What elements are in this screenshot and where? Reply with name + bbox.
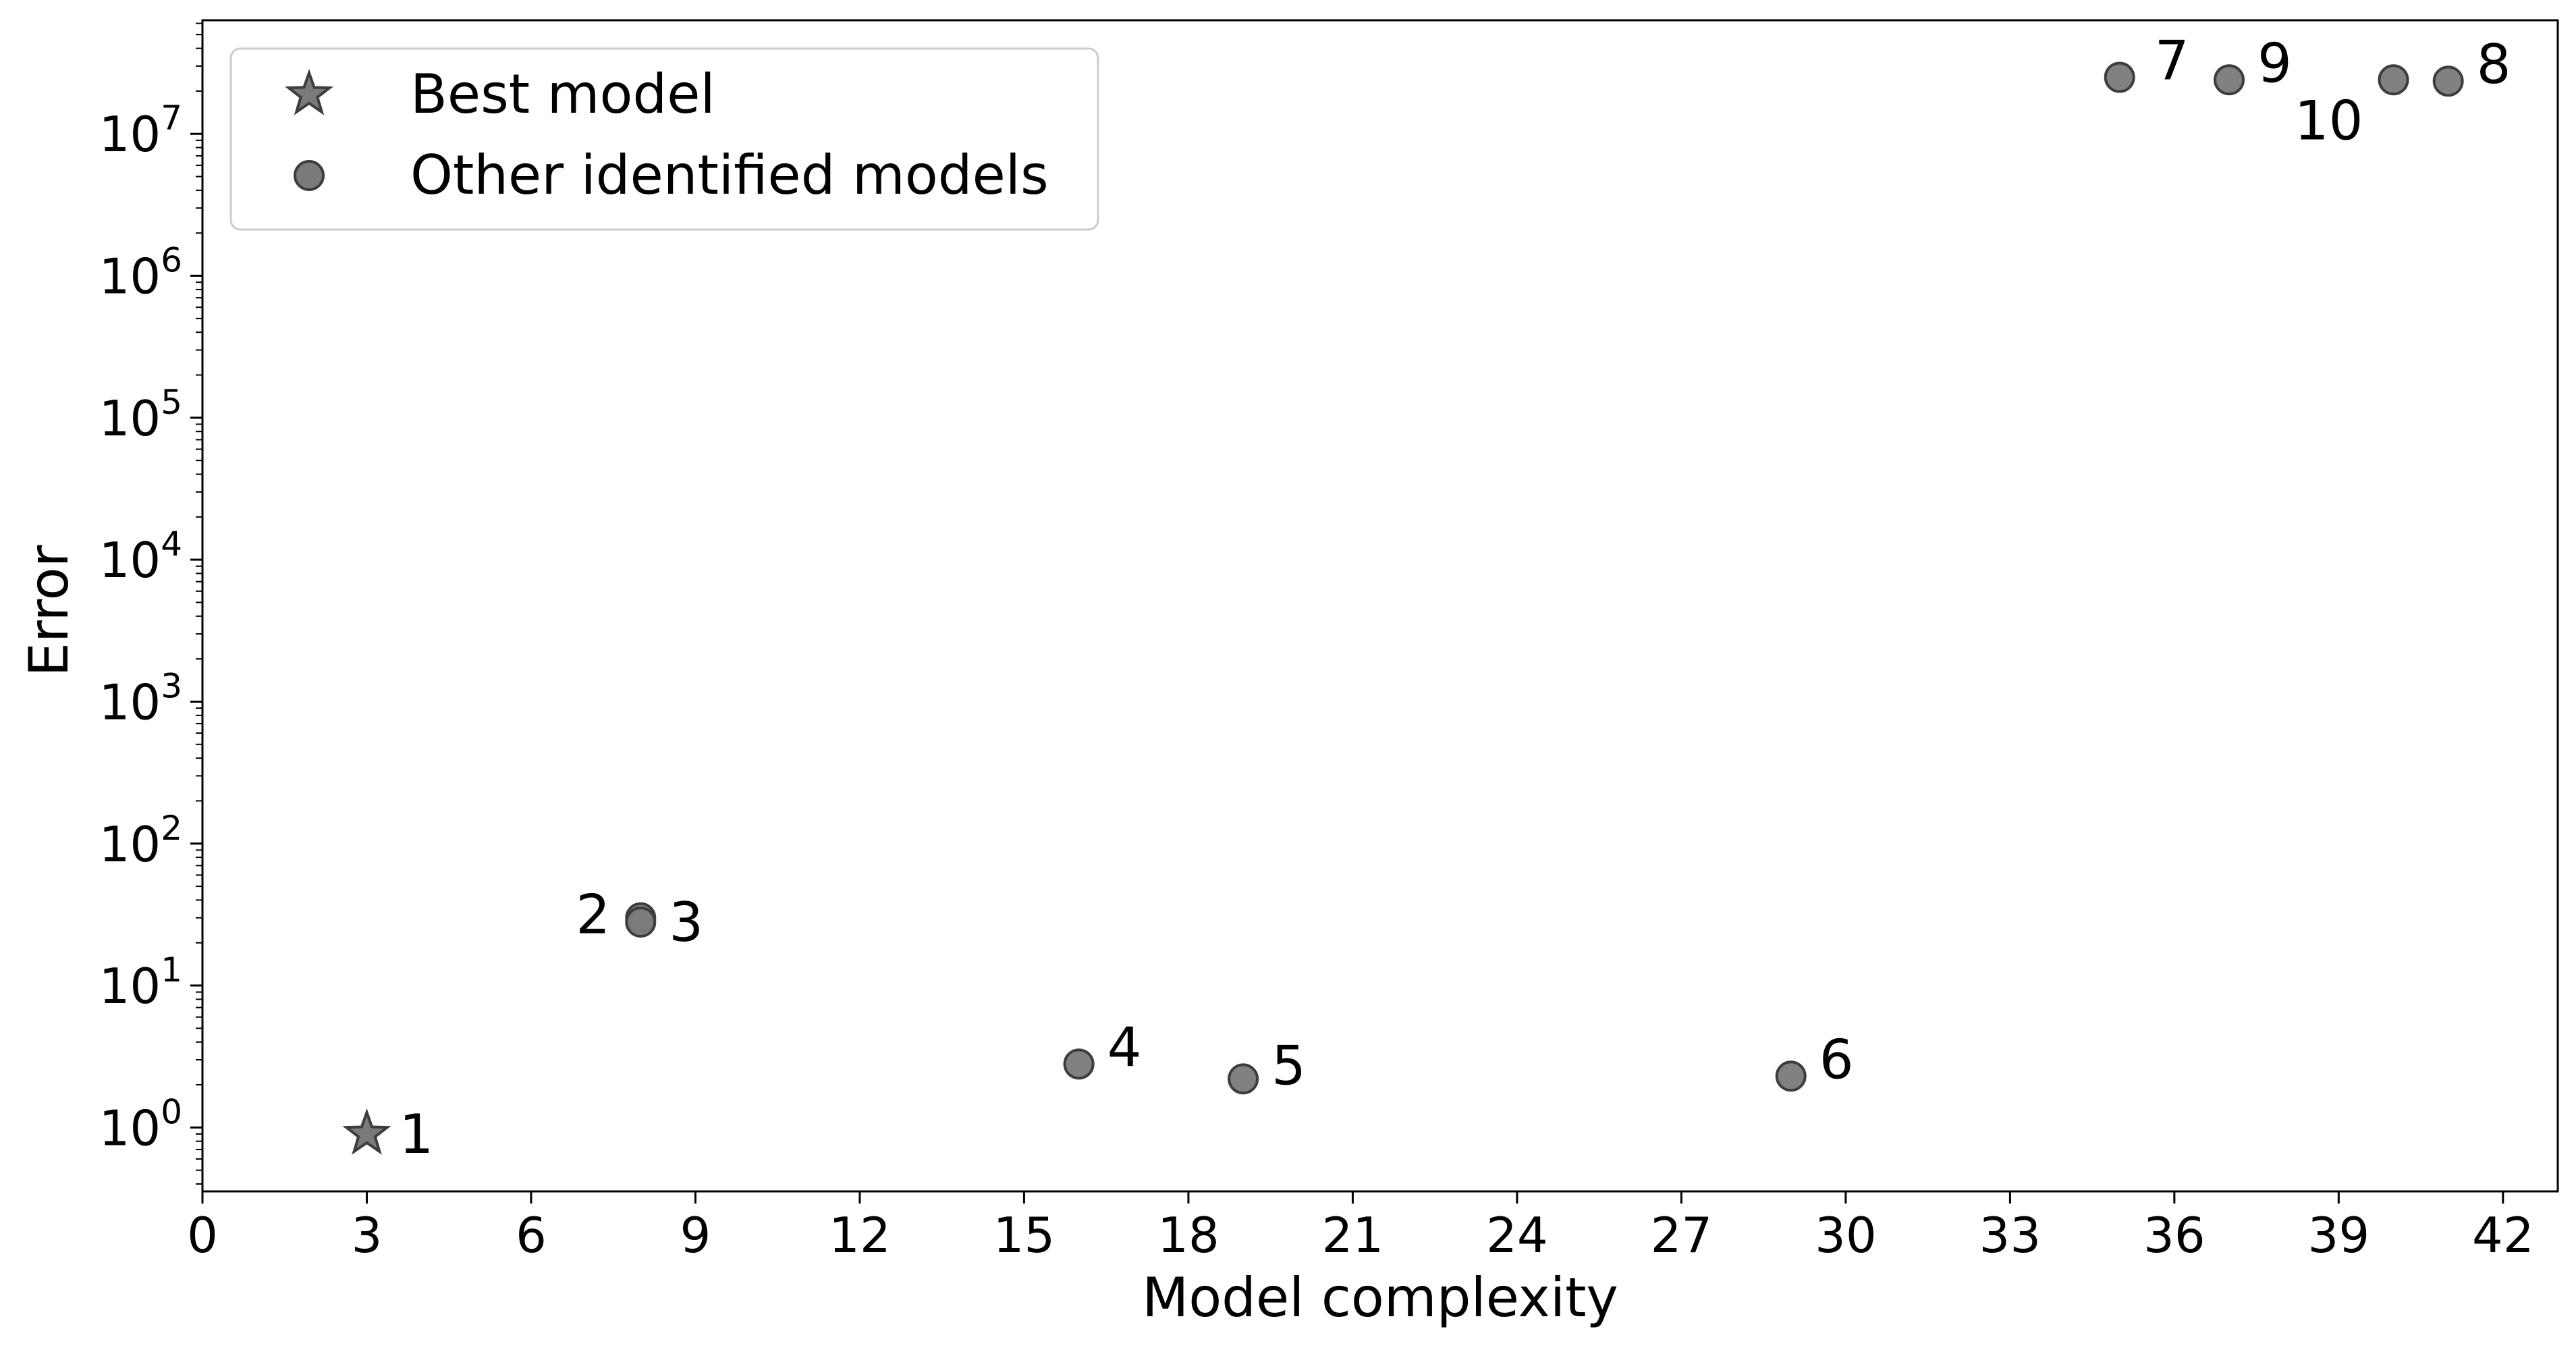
x-tick-label: 18 [1157,1207,1220,1264]
point-label: 10 [2295,89,2363,152]
legend-items [284,68,334,191]
y-tick-label: 102 [99,809,182,873]
y-tick-label: 103 [99,666,182,730]
plot-frame [201,19,2559,1193]
legend-label-best-model: Best model [410,63,715,126]
x-tick-label: 0 [187,1207,218,1264]
y-tick-label: 104 [99,524,182,589]
legend-box [229,47,1099,231]
x-tick-label: 36 [2143,1207,2205,1264]
y-axis: 100 101 102 103 104 105 106 107 [99,99,202,1156]
x-tick-label: 9 [680,1207,711,1264]
point-label: 5 [1271,1034,1306,1097]
circle-marker [1775,1060,1807,1092]
circle-marker [2432,65,2464,97]
minor-ticks [196,22,202,1185]
legend-star-marker [284,68,334,115]
point-label: 4 [1107,1016,1142,1079]
legend-label-other-models: Other identified models [410,144,1049,207]
x-tick-label: 42 [2472,1207,2534,1264]
legend-circle-marker [294,160,325,191]
x-tick-label: 39 [2308,1207,2370,1264]
x-axis: 0 3 6 9 12 15 18 21 24 27 30 33 36 39 42 [187,1191,2534,1264]
x-tick-label: 30 [1815,1207,1877,1264]
circle-marker [2214,64,2245,96]
y-tick-label: 105 [99,383,182,447]
x-tick-label: 6 [516,1207,547,1264]
circle-marker [625,907,657,938]
x-tick-label: 33 [1979,1207,2041,1264]
legend: Best model Other identified models [229,47,1099,231]
y-tick-label: 100 [99,1092,182,1156]
point-label: 6 [1819,1028,1854,1091]
x-tick-label: 24 [1486,1207,1548,1264]
point-label: 7 [2155,30,2189,92]
star-marker [342,1108,391,1155]
point-label: 3 [669,891,703,954]
point-label: 9 [2257,32,2292,94]
y-tick-label: 107 [99,99,182,163]
y-tick-label: 106 [99,241,182,305]
y-axis-label: Error [18,545,80,676]
x-tick-label: 21 [1322,1207,1384,1264]
x-tick-label: 27 [1651,1207,1713,1264]
circle-marker [1063,1048,1095,1080]
circle-marker [2378,64,2409,96]
point-label: 2 [576,884,610,946]
y-tick-label: 101 [99,950,182,1015]
x-tick-label: 15 [993,1207,1056,1264]
point-label: 8 [2477,33,2511,96]
circle-marker [2104,61,2135,93]
circle-marker [1228,1063,1259,1095]
point-label: 1 [399,1103,433,1166]
x-tick-label: 3 [352,1207,383,1264]
x-tick-label: 12 [829,1207,891,1264]
x-axis-label: Model complexity [1142,1266,1618,1329]
